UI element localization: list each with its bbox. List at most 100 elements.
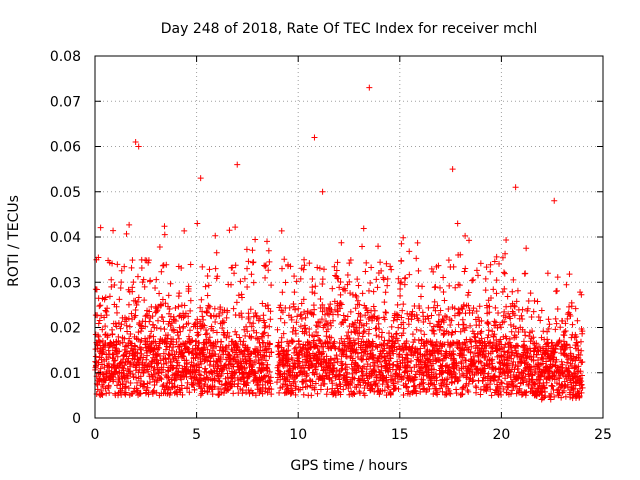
data-point	[549, 383, 556, 390]
data-point	[132, 312, 139, 319]
data-point	[430, 323, 437, 330]
data-point	[452, 284, 459, 291]
data-point	[161, 231, 168, 238]
x-tick-label: 20	[492, 427, 510, 443]
data-point	[365, 355, 372, 362]
data-point	[204, 346, 211, 353]
data-point	[245, 313, 252, 320]
data-point	[154, 317, 161, 324]
data-point	[378, 267, 385, 274]
data-point	[98, 312, 105, 319]
data-point	[185, 320, 192, 327]
data-point	[342, 317, 349, 324]
data-point	[579, 358, 586, 365]
data-point	[570, 353, 577, 360]
data-point	[267, 308, 274, 315]
data-point	[226, 333, 233, 340]
data-point	[252, 392, 259, 399]
data-point	[443, 354, 450, 361]
data-point	[473, 308, 480, 315]
data-point	[578, 372, 585, 379]
data-point	[491, 258, 498, 265]
data-point	[436, 356, 443, 363]
data-point	[316, 355, 323, 362]
data-point	[212, 265, 219, 272]
data-point	[173, 339, 180, 346]
data-point	[477, 260, 484, 267]
data-point	[399, 307, 406, 314]
data-point	[375, 325, 382, 332]
data-point	[129, 284, 136, 291]
data-point	[206, 266, 213, 273]
data-point	[124, 328, 131, 335]
data-point	[122, 389, 129, 396]
data-point	[403, 338, 410, 345]
data-point	[196, 371, 203, 378]
data-point	[349, 291, 356, 298]
data-point	[374, 383, 381, 390]
data-point	[113, 303, 120, 310]
data-point	[275, 367, 282, 374]
data-point	[438, 363, 445, 370]
data-point	[327, 301, 334, 308]
data-point	[309, 378, 316, 385]
data-point	[122, 343, 129, 350]
data-point	[266, 377, 273, 384]
data-point	[286, 378, 293, 385]
data-point	[439, 368, 446, 375]
data-point	[279, 309, 286, 316]
data-point	[451, 312, 458, 319]
data-point	[298, 315, 305, 322]
data-point	[405, 315, 412, 322]
data-point	[292, 391, 299, 398]
data-point	[132, 343, 139, 350]
data-point	[354, 297, 361, 304]
data-point	[278, 334, 285, 341]
data-point	[509, 288, 516, 295]
data-point	[456, 282, 463, 289]
data-point	[362, 347, 369, 354]
data-point	[112, 320, 119, 327]
data-point	[486, 381, 493, 388]
data-point	[330, 359, 337, 366]
data-point	[493, 290, 500, 297]
data-point	[147, 277, 154, 284]
data-point	[579, 328, 586, 335]
data-point	[421, 331, 428, 338]
data-point	[258, 334, 265, 341]
data-point	[382, 357, 389, 364]
data-point	[447, 390, 454, 397]
data-point	[192, 320, 199, 327]
data-point	[525, 298, 532, 305]
x-tick-labels: 0 5 10 15 20 25	[91, 427, 612, 443]
data-point	[154, 360, 161, 367]
data-point	[502, 341, 509, 348]
data-point	[297, 275, 304, 282]
data-point	[458, 391, 465, 398]
data-point	[111, 281, 118, 288]
data-point	[313, 328, 320, 335]
data-point	[161, 339, 168, 346]
data-point	[138, 265, 145, 272]
data-point	[151, 364, 158, 371]
data-point	[189, 381, 196, 388]
data-point	[108, 283, 115, 290]
data-point	[123, 322, 130, 329]
data-point	[170, 341, 177, 348]
data-point	[375, 243, 382, 250]
data-point	[491, 377, 498, 384]
data-point	[470, 276, 477, 283]
data-point	[202, 326, 209, 333]
data-point	[291, 289, 298, 296]
data-point	[180, 314, 187, 321]
data-point	[488, 392, 495, 399]
data-point	[253, 375, 260, 382]
data-point	[268, 349, 275, 356]
data-point	[452, 328, 459, 335]
data-point	[307, 344, 314, 351]
data-point	[485, 327, 492, 334]
data-point	[284, 351, 291, 358]
data-point	[189, 337, 196, 344]
data-point	[353, 293, 360, 300]
data-point	[138, 328, 145, 335]
